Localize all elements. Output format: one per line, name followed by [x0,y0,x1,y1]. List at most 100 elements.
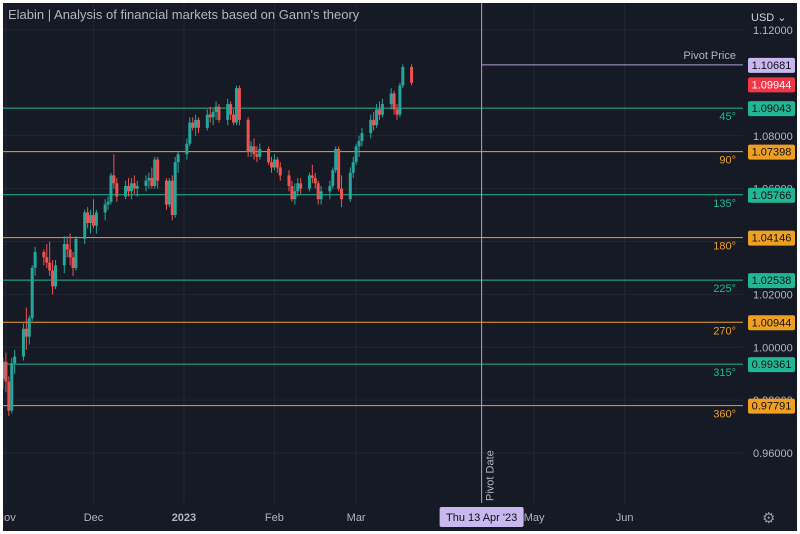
candle-body [319,191,323,200]
candle-body [45,257,49,263]
gann-price-text: 1.05766 [752,190,792,202]
y-tick-label: 0.96000 [753,448,793,460]
candle-body [176,154,180,163]
candle-body [83,212,87,239]
grid [3,3,743,503]
candle-body [54,265,58,287]
gann-angle-label: 90° [719,155,736,167]
gann-price-badge [748,230,795,246]
gann-price-badge [748,315,795,331]
x-tick-label: Mar [347,512,366,524]
candle-body [337,148,341,189]
candle-body [3,361,5,379]
candle-body [234,88,238,123]
candle-body [71,257,75,268]
candle-body [395,109,399,115]
pivot-date-badge [439,507,524,527]
candle-body [226,104,230,120]
pivot-date-label: Pivot Date [485,450,497,501]
candle-body [94,212,98,226]
candle-body [205,114,209,128]
gann-angle-label: 360° [713,409,736,421]
candle-body [249,146,253,152]
pivot-markers: Pivot Price Pivot Date [481,3,743,503]
chart-title: Elabin | Analysis of financial markets b… [8,7,360,22]
candle-body [156,159,160,181]
candle-body [74,238,78,268]
candle-body [42,252,46,258]
x-tick-label: Jun [616,512,634,524]
candle-body [21,328,25,357]
candle-body [132,183,136,189]
candle-body [115,183,119,197]
candle-body [392,93,396,110]
gann-price-text: 0.97791 [752,401,792,413]
chevron-down-icon: ⌄ [777,12,787,24]
candle-body [126,185,130,192]
candle-body [135,185,139,189]
time-axis[interactable]: Nov Dec 2023 Feb Mar May Jun Thu 13 Apr '23 [3,507,634,527]
chart-container[interactable]: 45° 90° 135° 180° 225° 270° 315° 360° Pivot Pri… [3,3,797,531]
x-tick-label: Dec [84,512,104,524]
candle-body [91,215,95,226]
candle-body [30,267,34,319]
candle-body [185,143,189,155]
x-tick-label: 2023 [172,512,196,524]
candle-body [334,148,338,171]
candle-body [4,361,8,382]
candle-body [389,93,393,105]
gann-angle-label: 270° [713,325,736,337]
candle-body [296,183,300,192]
x-tick-label: May [524,512,545,524]
candle-body [267,148,271,163]
x-tick-label: Nov [3,512,16,524]
candle-body [380,104,384,115]
candles [3,64,414,416]
candle-body [191,122,195,128]
candle-body [167,180,171,205]
pivot-date-text: Thu 13 Apr '23 [446,512,517,524]
candle-body [372,119,376,126]
candle-body [106,201,110,205]
gann-price-badge [748,357,795,373]
candle-body [269,162,273,168]
candle-body [328,185,332,192]
currency-selector[interactable]: USD ⌄ [751,11,787,24]
candle-body [214,106,218,112]
candle-body [170,180,174,216]
candle-body [89,215,93,223]
currency-label: USD [751,12,775,24]
candle-body [293,191,297,200]
candle-body [246,119,250,152]
candle-body [33,252,37,268]
candle-body [188,122,192,144]
candle-body [357,141,361,147]
candle-body [68,249,72,258]
candle-body [197,119,201,128]
candle-body [150,178,154,186]
candle-body [398,85,402,115]
candle-body [109,175,113,202]
pivot-price-label: Pivot Price [683,50,736,62]
gann-angle-label: 180° [713,241,736,253]
gann-price-text: 1.07398 [752,147,792,159]
gann-price-text: 1.04146 [752,233,792,245]
gann-angle-label: 225° [713,283,736,295]
price-axis[interactable]: 1.120001.080001.060001.040001.020001.000… [748,25,795,460]
candle-body [331,170,335,186]
y-tick-label: 1.12000 [753,25,793,37]
pivot-price-badge [748,57,795,73]
gann-price-text: 0.99361 [752,359,792,371]
candle-body [112,175,116,184]
current-price-badge [748,77,795,93]
candle-body [290,185,294,200]
chart-canvas[interactable]: 45° 90° 135° 180° 225° 270° 315° 360° Pivot Pri… [3,3,797,531]
candle-body [351,162,355,173]
candle-body [410,67,414,83]
candle-body [7,381,11,411]
current-price-text: 1.09944 [752,79,792,91]
gear-icon[interactable]: ⚙ [762,509,776,527]
gann-price-text: 1.02538 [752,275,792,287]
gann-price-text: 1.00944 [752,317,792,329]
x-tick-label: Feb [265,512,284,524]
